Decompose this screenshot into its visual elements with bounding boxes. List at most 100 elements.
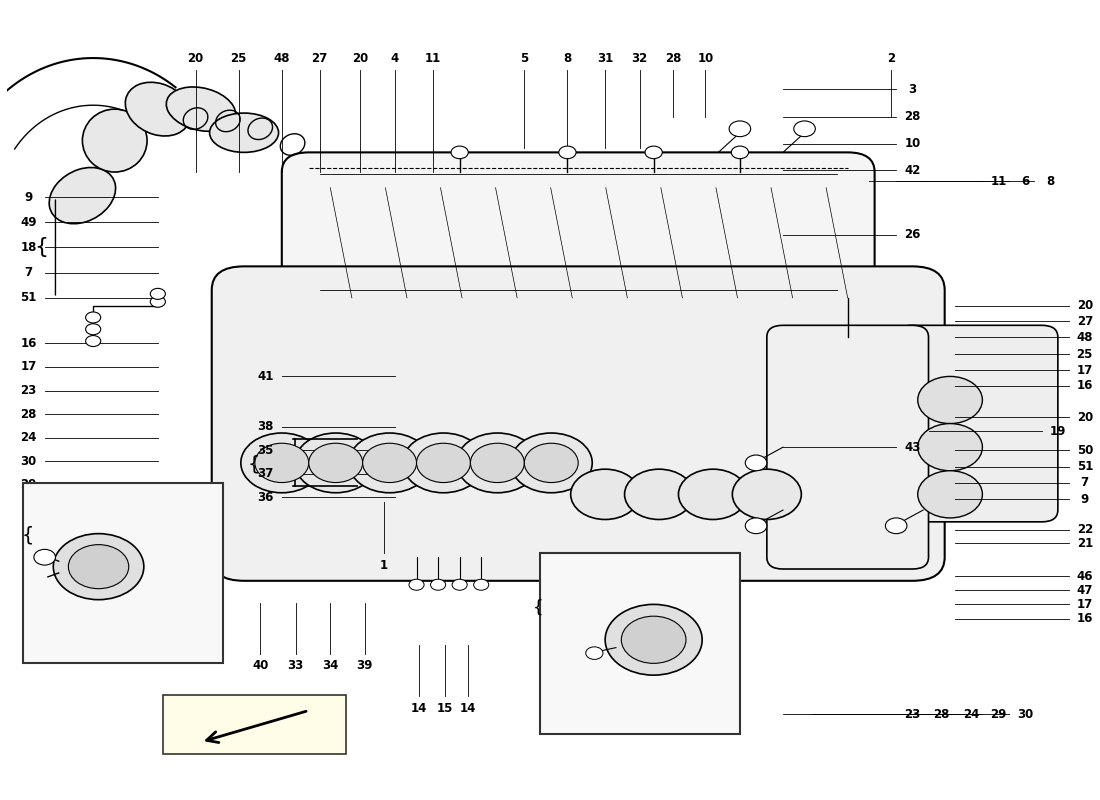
Circle shape [451, 146, 469, 158]
Text: 49: 49 [31, 562, 47, 575]
Text: 17: 17 [1077, 598, 1093, 611]
Text: 14: 14 [410, 702, 427, 714]
Circle shape [255, 443, 309, 482]
Text: 40: 40 [252, 659, 268, 672]
Circle shape [151, 296, 165, 307]
Text: 13: 13 [590, 673, 606, 686]
Text: 8: 8 [1046, 175, 1055, 188]
Circle shape [886, 518, 907, 534]
Text: 30: 30 [1018, 708, 1034, 721]
Text: 17: 17 [21, 361, 36, 374]
Ellipse shape [166, 87, 235, 131]
Circle shape [586, 647, 603, 659]
Circle shape [510, 433, 592, 493]
Text: 51: 51 [20, 291, 36, 304]
Text: 18: 18 [20, 241, 36, 254]
Circle shape [403, 433, 484, 493]
Text: USA - CDN: USA - CDN [82, 633, 163, 646]
Circle shape [309, 443, 363, 482]
Circle shape [794, 121, 815, 137]
Text: 16: 16 [20, 337, 36, 350]
Text: 9: 9 [569, 634, 576, 646]
Text: 20: 20 [187, 51, 204, 65]
Text: 5: 5 [520, 51, 528, 65]
Text: 16: 16 [1077, 612, 1093, 625]
Text: 11: 11 [425, 51, 441, 65]
Text: 25: 25 [231, 51, 246, 65]
Text: 2: 2 [887, 51, 895, 65]
Ellipse shape [125, 82, 190, 136]
Text: 52: 52 [564, 612, 581, 625]
Text: {: { [34, 238, 48, 258]
Circle shape [559, 146, 576, 158]
Text: euroParts: euroParts [480, 285, 870, 515]
Text: {: { [534, 598, 543, 617]
Circle shape [53, 534, 144, 600]
FancyBboxPatch shape [211, 266, 945, 581]
Text: 30: 30 [21, 455, 36, 468]
Text: 7: 7 [1080, 476, 1089, 489]
Text: a passion for parts since 1985: a passion for parts since 1985 [498, 403, 851, 585]
Circle shape [68, 545, 129, 589]
Text: 47: 47 [1077, 584, 1093, 597]
Text: 10: 10 [697, 51, 714, 65]
Circle shape [86, 335, 101, 346]
Text: 10: 10 [904, 138, 921, 150]
Text: 41: 41 [257, 370, 274, 383]
Text: 32: 32 [631, 51, 648, 65]
Circle shape [679, 469, 747, 519]
Text: 26: 26 [904, 229, 921, 242]
Text: 37: 37 [257, 467, 274, 480]
Circle shape [349, 433, 430, 493]
Text: 20: 20 [1077, 410, 1093, 424]
Text: 27: 27 [1077, 315, 1093, 328]
Ellipse shape [50, 167, 116, 224]
Text: 21: 21 [1077, 537, 1093, 550]
Text: 11: 11 [990, 175, 1006, 188]
Circle shape [471, 443, 525, 482]
Circle shape [605, 604, 702, 675]
Text: 1: 1 [381, 558, 388, 571]
Text: 6: 6 [1022, 175, 1030, 188]
FancyBboxPatch shape [540, 554, 740, 734]
Circle shape [241, 433, 322, 493]
Text: 20: 20 [1077, 299, 1093, 312]
Text: 29: 29 [990, 708, 1006, 721]
FancyBboxPatch shape [896, 326, 1058, 522]
Text: 49: 49 [20, 216, 36, 229]
Text: 29: 29 [20, 478, 36, 491]
Text: {: { [22, 526, 34, 545]
Text: 43: 43 [904, 441, 921, 454]
Text: 38: 38 [257, 420, 274, 434]
Text: 27: 27 [311, 51, 328, 65]
Circle shape [746, 518, 767, 534]
Circle shape [917, 470, 982, 518]
Text: 22: 22 [1077, 523, 1093, 536]
Circle shape [34, 550, 55, 565]
Text: 48: 48 [274, 51, 290, 65]
Ellipse shape [210, 113, 278, 152]
Circle shape [86, 324, 101, 334]
Text: {: { [248, 455, 261, 474]
Text: 8: 8 [563, 51, 572, 65]
Circle shape [917, 423, 982, 470]
Text: 36: 36 [257, 491, 274, 504]
Circle shape [746, 455, 767, 470]
Circle shape [917, 377, 982, 423]
Text: 42: 42 [904, 164, 921, 177]
Text: 20: 20 [352, 51, 368, 65]
Text: 50: 50 [1077, 444, 1093, 457]
Text: 28: 28 [933, 708, 949, 721]
Text: 34: 34 [322, 659, 339, 672]
Text: USA - CDN: USA - CDN [600, 706, 681, 720]
Text: 46: 46 [1077, 570, 1093, 582]
Circle shape [417, 443, 471, 482]
Text: 9: 9 [35, 492, 43, 505]
Circle shape [732, 146, 748, 158]
Circle shape [452, 579, 468, 590]
Circle shape [729, 121, 750, 137]
FancyBboxPatch shape [23, 482, 222, 663]
FancyBboxPatch shape [767, 326, 928, 569]
Text: 18: 18 [31, 527, 47, 540]
Circle shape [86, 312, 101, 323]
